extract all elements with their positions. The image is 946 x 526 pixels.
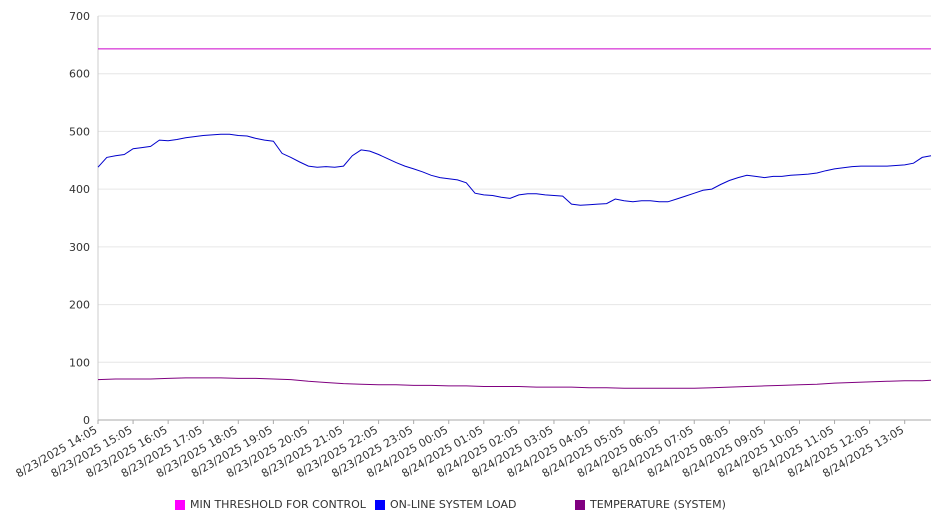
legend: MIN THRESHOLD FOR CONTROL ON-LINE SYSTEM… <box>0 498 946 514</box>
y-tick-label: 0 <box>83 414 90 427</box>
y-tick-label: 500 <box>69 125 90 138</box>
y-tick-label: 400 <box>69 183 90 196</box>
legend-item-min-threshold[interactable]: MIN THRESHOLD FOR CONTROL <box>175 498 366 511</box>
gridlines <box>98 15 931 421</box>
legend-item-system-load[interactable]: ON-LINE SYSTEM LOAD <box>375 498 516 511</box>
y-tick-label: 100 <box>69 356 90 369</box>
legend-swatch-min-threshold <box>175 499 185 510</box>
legend-swatch-temperature <box>575 499 585 510</box>
series-line-1 <box>97 133 932 206</box>
y-tick-label: 600 <box>69 68 90 81</box>
legend-label-temperature: TEMPERATURE (SYSTEM) <box>590 498 726 511</box>
y-tick-label: 200 <box>69 299 90 312</box>
y-tick-label: 300 <box>69 241 90 254</box>
legend-item-temperature[interactable]: TEMPERATURE (SYSTEM) <box>575 498 726 511</box>
y-tick-label: 700 <box>69 10 90 23</box>
series-lines <box>97 48 932 389</box>
legend-label-min-threshold: MIN THRESHOLD FOR CONTROL <box>190 498 366 511</box>
y-axis: 0 100 200 300 400 500 600 700 <box>69 10 99 427</box>
series-line-2 <box>97 377 932 389</box>
legend-label-system-load: ON-LINE SYSTEM LOAD <box>390 498 517 511</box>
x-axis: 8/23/2025 14:058/23/2025 15:058/23/2025 … <box>14 419 931 480</box>
legend-swatch-system-load <box>375 499 385 510</box>
